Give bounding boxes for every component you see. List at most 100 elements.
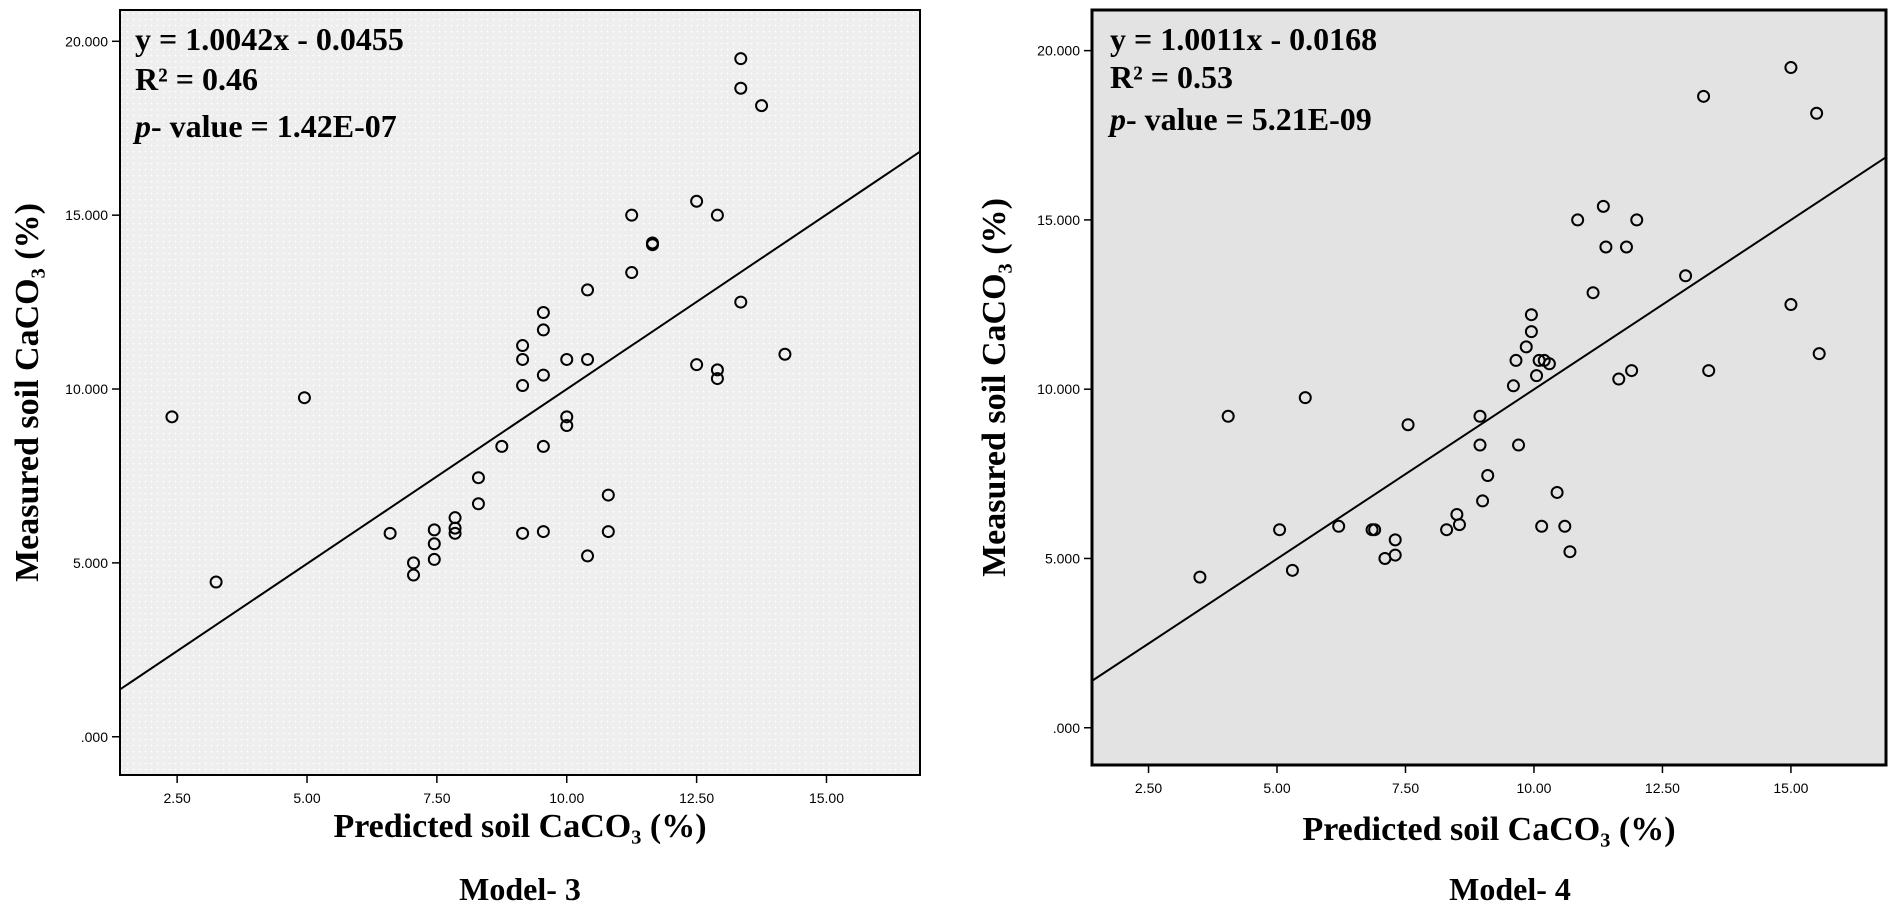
x-tick-label: 2.50 [1135,780,1162,796]
y-tick-label: 10.000 [1037,381,1080,397]
y-tick-label: 20.000 [1037,43,1080,59]
y-tick-label: .000 [1053,720,1080,736]
data-point-28 [581,283,595,297]
p-value-text: - value = 1.42E-07 [151,108,397,144]
data-point-46 [1784,298,1798,312]
x-tick-label: 15.00 [809,790,844,806]
y-tick-label: .000 [81,729,108,745]
data-point-3 [297,391,311,405]
data-point-33 [1563,545,1577,559]
data-point-24 [1524,308,1538,322]
data-point-17 [1473,438,1487,452]
data-point-30 [581,549,595,563]
data-point-16 [516,339,530,353]
plot-area [1092,10,1886,765]
data-point-13 [1440,523,1454,537]
data-point-25 [1524,325,1538,339]
data-point-8 [427,537,441,551]
data-point-23 [1519,340,1533,354]
data-point-38 [690,358,704,372]
y-tick-label: 10.000 [65,381,108,397]
data-point-11 [1388,548,1402,562]
data-point-18 [516,379,530,393]
data-point-17 [516,352,530,366]
data-point-6 [1332,519,1346,533]
trend-line [120,150,920,691]
data-point-15 [495,439,509,453]
data-point-21 [536,323,550,337]
data-point-36 [645,238,659,252]
data-point-34 [1571,213,1585,227]
y-tick-label: 15.000 [65,207,108,223]
data-point-25 [560,352,574,366]
data-point-4 [1285,563,1299,577]
y-tick-label: 20.000 [65,33,108,49]
y-tick-label: 5.000 [73,555,108,571]
data-point-41 [710,372,724,386]
p-value-label: p- value = 1.42E-07 [132,108,397,144]
data-point-39 [1619,240,1633,254]
data-point-36 [1596,199,1610,213]
data-point-43 [734,81,748,95]
data-point-39 [710,208,724,222]
data-point-20 [1506,379,1520,393]
x-tick-label: 5.00 [1263,780,1290,796]
chart-panel-2: 2.50 5.00 7.50 10.00 12.50 15.00 .000 5.000 10.0… [976,8,1888,907]
x-tick-label: 10.00 [549,790,584,806]
data-point-44 [1702,364,1716,378]
data-point-11 [448,521,462,535]
plot-frame [1090,8,1888,767]
data-point-38 [1612,372,1626,386]
data-point-30 [1535,519,1549,533]
data-point-22 [536,368,550,382]
data-point-1 [165,410,179,424]
data-point-42 [734,52,748,66]
data-point-23 [536,439,550,453]
data-point-33 [625,208,639,222]
data-point-27 [560,419,574,433]
data-point-16 [1473,409,1487,423]
model-caption: Model- 4 [1449,871,1571,907]
data-point-3 [1273,523,1287,537]
data-point-45 [755,99,769,113]
p-symbol: p [1107,101,1126,137]
data-point-40 [1625,364,1639,378]
data-point-31 [1550,485,1564,499]
data-point-29 [581,352,595,366]
p-symbol: p [132,108,151,144]
data-point-46 [778,347,792,361]
chart-panel-1: 2.50 5.00 7.50 10.00 12.50 15.00 .000 5.000 10.0… [9,9,921,907]
data-point-20 [536,306,550,320]
data-point-35 [1586,286,1600,300]
data-point-4 [383,526,397,540]
data-point-9 [427,552,441,566]
r-squared-label: R² = 0.53 [1110,59,1233,95]
data-point-34 [625,266,639,280]
data-point-5 [407,556,421,570]
data-point-26 [1530,369,1544,383]
data-point-19 [1481,469,1495,483]
plot-texture [120,10,920,775]
data-point-8 [1368,523,1382,537]
x-tick-label: 7.50 [423,790,450,806]
trend-line [1092,156,1886,682]
data-point-37 [690,194,704,208]
x-tick-label: 10.00 [1516,780,1551,796]
x-tick-label: 7.50 [1392,780,1419,796]
data-point-29 [1542,357,1556,371]
data-point-2 [209,575,223,589]
data-point-15 [1452,518,1466,532]
data-point-48 [1812,347,1826,361]
data-point-37 [1599,240,1613,254]
data-point-14 [471,497,485,511]
data-point-21 [1509,353,1523,367]
data-point-13 [471,471,485,485]
equation-label: y = 1.0042x - 0.0455 [135,21,404,57]
p-value-text: - value = 5.21E-09 [1126,101,1372,137]
x-tick-label: 15.00 [1773,780,1808,796]
data-point-42 [1679,269,1693,283]
data-point-2 [1221,409,1235,423]
data-point-41 [1630,213,1644,227]
r-squared-label: R² = 0.46 [135,61,258,97]
data-point-26 [560,410,574,424]
